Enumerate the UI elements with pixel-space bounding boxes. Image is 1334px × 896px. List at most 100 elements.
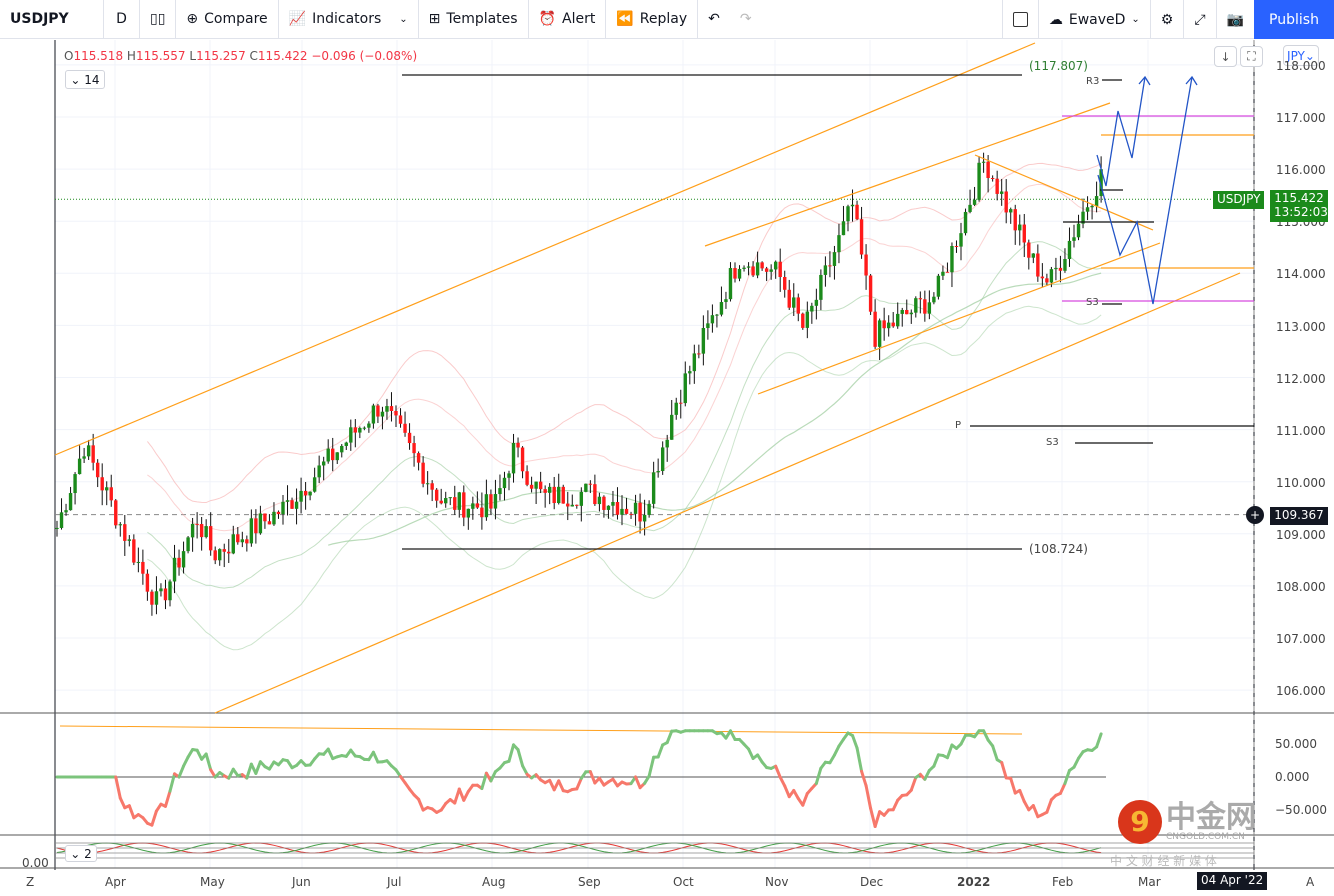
crosshair-price: 109.367 (1270, 507, 1328, 525)
candle-body (859, 219, 864, 255)
last-price-badge: 115.422 13:52:03 (1270, 190, 1328, 222)
square-icon (1012, 12, 1028, 27)
time-label: Oct (673, 875, 694, 889)
candle-body (864, 254, 868, 276)
oscillator-segment (982, 729, 990, 742)
replay-button[interactable]: ⏪ Replay (606, 0, 699, 39)
candle-body (538, 481, 543, 490)
candle-body (751, 266, 755, 276)
candle-body (633, 502, 638, 514)
chart-type-button[interactable]: ▯▯ (140, 0, 177, 39)
candle-body (697, 353, 701, 355)
candle-body (796, 297, 800, 314)
candle-body (959, 233, 963, 247)
candle-body (190, 523, 195, 538)
oscillator-segment (521, 764, 529, 776)
indicator2-collapse-button[interactable]: ⌄ 2 (65, 845, 97, 862)
candle-body (136, 561, 141, 563)
timezone-button[interactable]: Z (26, 875, 35, 889)
candle-body (954, 246, 959, 248)
candle-body (349, 427, 353, 443)
indicators-button[interactable]: 📈 Indicators ⌄ (279, 0, 419, 39)
oscillator-segment (1063, 768, 1071, 785)
candle-body (444, 498, 448, 504)
chevron-down-icon[interactable]: ⌄ (399, 13, 408, 25)
scroll-down-button[interactable]: ↓ (1214, 46, 1237, 67)
price-tick: 117.000 (1276, 111, 1326, 126)
snapshot-button[interactable]: 📷 (1215, 0, 1254, 39)
candle-body (321, 461, 326, 466)
oscillator-segment (1022, 800, 1031, 812)
high-label: (117.807) (1029, 59, 1088, 73)
candle-body (1054, 267, 1058, 270)
candle-body (55, 527, 59, 529)
auto-scale-button[interactable]: A (1306, 875, 1315, 889)
oscillator-segment (195, 748, 204, 761)
interval-button[interactable]: D (104, 0, 140, 39)
candle-body (326, 448, 330, 462)
crosshair-date: 04 Apr '22 (1197, 872, 1268, 890)
candle-body (1072, 237, 1076, 241)
layout-button[interactable]: ☁ EwaveD ⌄ (1037, 0, 1150, 39)
settings-button[interactable]: ⚙ (1149, 0, 1184, 39)
symbol-search[interactable]: USDJPY (0, 0, 104, 39)
candle-body (421, 462, 425, 484)
redo-button[interactable]: ↷ (730, 0, 762, 39)
candle-body (841, 221, 846, 236)
candle-body (168, 581, 172, 601)
candle-body (1090, 206, 1094, 208)
publish-button[interactable]: Publish (1254, 0, 1334, 39)
oscillator-segment (1072, 756, 1081, 769)
low-value: 115.257 (196, 49, 246, 63)
candle-body (263, 513, 267, 522)
oscillator-segment (557, 779, 565, 793)
candle-body (701, 328, 706, 354)
candle-body (177, 557, 181, 568)
candle-body (475, 503, 480, 508)
oscillator-segment (177, 764, 186, 779)
candle-body (733, 268, 737, 279)
candle-body (430, 483, 434, 490)
alert-button[interactable]: ⏰ Alert (529, 0, 607, 39)
add-plus-icon[interactable]: + (1246, 506, 1264, 524)
compare-button[interactable]: ⊕ Compare (176, 0, 279, 39)
time-label: 2022 (957, 875, 991, 889)
sub-pane-value: 0.00 (22, 856, 49, 870)
candle-body (692, 353, 697, 372)
oscillator-segment (575, 776, 583, 791)
maximize-pane-button[interactable]: ⛶ (1240, 46, 1263, 67)
candle-body (394, 410, 398, 416)
candle-body (566, 503, 570, 507)
fullscreen-button[interactable]: ⤢ (1183, 0, 1215, 39)
candle-body (303, 490, 308, 496)
candle-body (353, 427, 358, 433)
candle-body (828, 265, 832, 267)
rewind-icon: ⏪ (616, 11, 634, 27)
candle-body (593, 484, 597, 505)
candle-body (159, 588, 163, 592)
oscillator-segment (118, 796, 127, 810)
currency-select[interactable]: JPY ⌄ (1283, 45, 1319, 66)
candle-body (1067, 240, 1072, 260)
indicator-collapse-button[interactable]: ⌄ 14 (65, 70, 105, 89)
price-tick: 116.000 (1276, 163, 1326, 178)
candle-body (222, 549, 226, 552)
candle-body (204, 526, 208, 538)
candle-body (344, 442, 348, 446)
oscillator-segment (417, 797, 425, 812)
candle-body (873, 311, 877, 347)
price-tick: 107.000 (1276, 632, 1326, 647)
templates-label: Templates (446, 11, 518, 27)
candle-body (64, 510, 68, 513)
candle-body (172, 557, 177, 582)
oscillator-segment (656, 743, 665, 759)
undo-button[interactable]: ↶ (698, 0, 730, 39)
oscillator-segment (204, 752, 213, 772)
indicators-icon: 📈 (288, 11, 307, 27)
templates-button[interactable]: ⊞ Templates (419, 0, 529, 39)
candle-body (999, 191, 1004, 194)
fullscreen-select-button[interactable] (1001, 0, 1038, 39)
candle-body (552, 486, 556, 504)
candle-body (199, 524, 204, 538)
chart-canvas[interactable] (0, 40, 1334, 896)
